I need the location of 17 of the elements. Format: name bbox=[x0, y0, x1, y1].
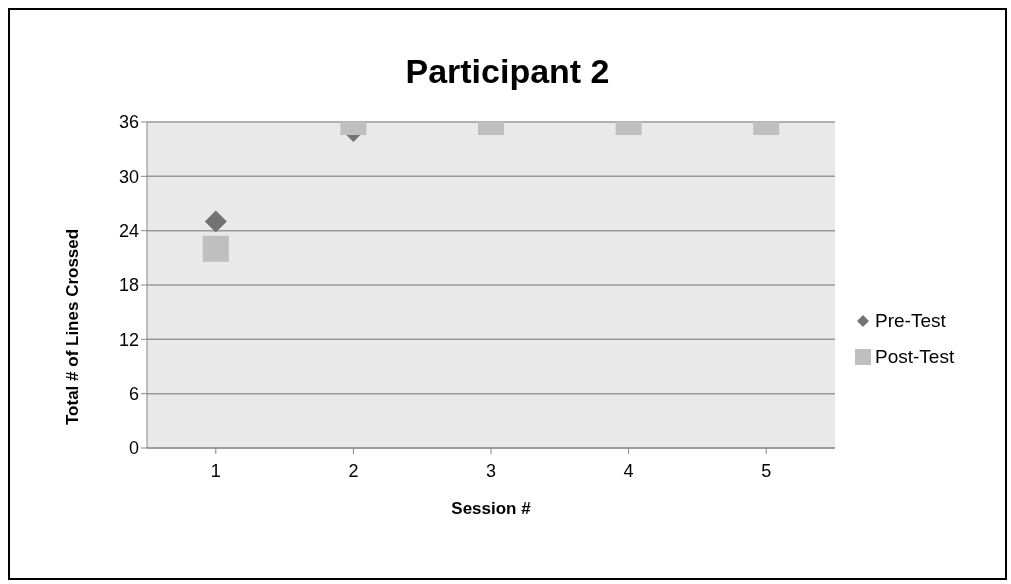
x-tick-label: 2 bbox=[348, 460, 359, 481]
y-tick-label: 12 bbox=[118, 329, 139, 350]
x-tick-label: 5 bbox=[761, 460, 772, 481]
x-tick-label: 1 bbox=[210, 460, 221, 481]
chart-title: Participant 2 bbox=[404, 52, 611, 91]
x-tick-label: 4 bbox=[623, 460, 634, 481]
y-tick-label: 0 bbox=[128, 438, 139, 459]
x-tick-label: 3 bbox=[485, 460, 497, 481]
x-axis-title: Session # bbox=[451, 499, 532, 518]
y-tick-label: 18 bbox=[118, 275, 139, 296]
y-tick-label: 36 bbox=[118, 112, 139, 133]
y-tick-label: 6 bbox=[128, 384, 139, 405]
legend-label: Post-Test bbox=[875, 346, 955, 368]
y-tick-label: 24 bbox=[118, 221, 139, 242]
y-axis-title: Total # of Lines Crossed bbox=[63, 228, 83, 425]
legend-label: Pre-Test bbox=[875, 310, 946, 332]
y-tick-label: 30 bbox=[118, 166, 139, 187]
